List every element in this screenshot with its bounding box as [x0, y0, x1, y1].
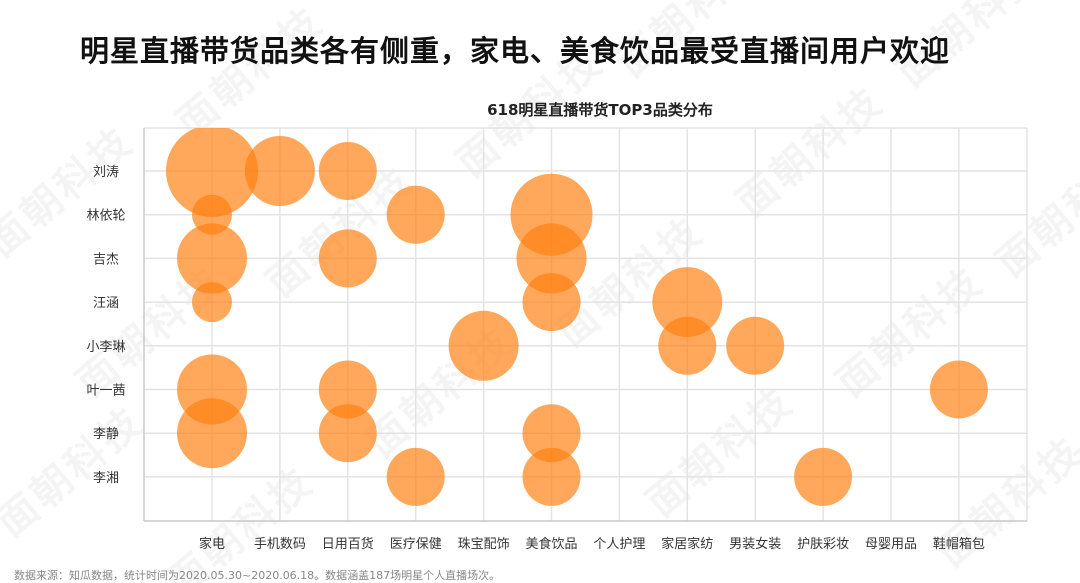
- y-axis-label: 李湘: [93, 471, 119, 486]
- bubble-series: [166, 128, 988, 506]
- x-axis-label: 美食饮品: [525, 536, 577, 552]
- y-axis-label: 小李琳: [86, 340, 125, 355]
- y-axis-label: 叶一茜: [86, 384, 125, 399]
- y-axis-label: 李静: [93, 427, 119, 442]
- x-axis-label: 家电: [199, 536, 225, 552]
- bubble: [794, 447, 853, 506]
- x-axis-label: 男装女装: [729, 536, 781, 552]
- x-axis-label: 母婴用品: [865, 537, 917, 552]
- x-axis-label: 医疗保健: [390, 537, 442, 552]
- chart-title: 618明星直播带货TOP3品类分布: [0, 99, 1080, 120]
- x-axis-label: 家居家纺: [661, 536, 713, 552]
- bubble: [318, 404, 377, 463]
- y-axis-label: 汪涵: [93, 296, 119, 311]
- x-axis-label: 日用百货: [322, 536, 374, 552]
- x-axis-label: 珠宝配饰: [458, 537, 510, 552]
- x-axis-label: 护肤彩妆: [797, 537, 849, 552]
- y-axis-label: 林依轮: [86, 209, 125, 224]
- bubble: [522, 273, 581, 332]
- bubble: [192, 282, 232, 323]
- bubble: [658, 316, 717, 375]
- bubble: [177, 223, 247, 294]
- y-axis-label: 刘涛: [93, 164, 119, 180]
- bubble: [386, 185, 445, 244]
- bubble: [522, 404, 581, 463]
- chart-title-text: 618明星直播带货TOP3品类分布: [487, 101, 713, 119]
- y-axis-label: 吉杰: [93, 252, 119, 267]
- bubble: [386, 447, 445, 506]
- bubble: [522, 447, 581, 506]
- bubble: [318, 360, 377, 419]
- bubble: [166, 128, 258, 217]
- x-axis-label: 个人护理: [593, 537, 645, 552]
- bubble: [192, 194, 232, 235]
- x-axis-labels: 家电 手机数码 日用百货 医疗保健 珠宝配饰 美食饮品 个人护理 家居家纺 男装女装 护肤彩妆 母婴…: [199, 536, 985, 552]
- data-source-note: 数据来源：知瓜数据，统计时间为2020.05.30~2020.06.18。数据涵…: [14, 569, 501, 582]
- chart-axes: [143, 128, 1027, 522]
- page-title: 明星直播带货品类各有侧重，家电、美食饮品最受直播间用户欢迎: [80, 34, 951, 68]
- x-axis-label: 手机数码: [254, 537, 306, 552]
- bubble: [318, 229, 377, 288]
- bubble: [318, 142, 377, 200]
- bubble: [516, 223, 587, 294]
- bubble: [244, 136, 315, 206]
- bubble: [177, 398, 247, 469]
- bubble: [929, 360, 988, 419]
- bubble: [726, 316, 785, 375]
- bubble: [448, 310, 519, 381]
- bubble: [652, 267, 723, 338]
- x-axis-label: 鞋帽箱包: [933, 536, 985, 552]
